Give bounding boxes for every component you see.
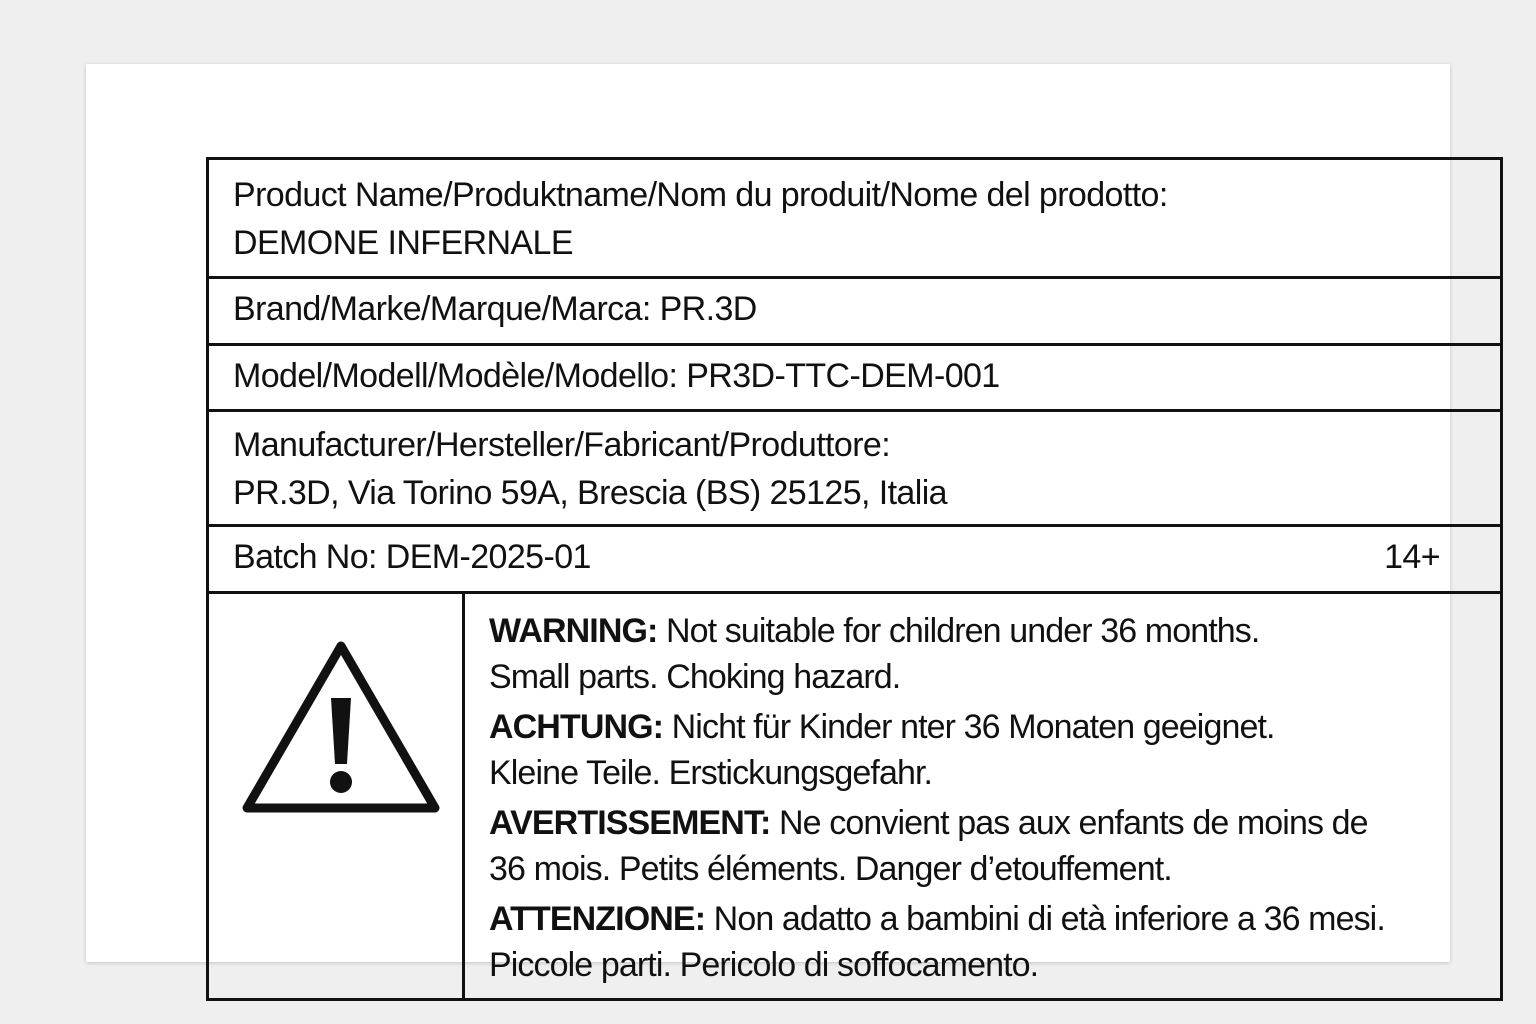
product-label-table: Product Name/Produktname/Nom du produit/… [206, 157, 1503, 1001]
warning-heading: ATTENZIONE: [489, 900, 706, 938]
label-card: Product Name/Produktname/Nom du produit/… [86, 64, 1503, 1001]
warning-triangle-icon [242, 641, 440, 813]
warning-fr: AVERTISSEMENT: Ne convient pas aux enfan… [489, 800, 1490, 892]
warning-line: Piccole parti. Pericolo di soffocamento. [489, 946, 1039, 984]
warning-icon-cell [209, 594, 465, 998]
warning-it: ATTENZIONE: Non adatto a bambini di età … [489, 896, 1490, 988]
brand-row: Brand/Marke/Marque/Marca: PR.3D [209, 279, 1500, 346]
model-row: Model/Modell/Modèle/Modello: PR3D-TTC-DE… [209, 346, 1500, 412]
warning-texts: WARNING: Not suitable for children under… [489, 608, 1490, 992]
warning-heading: WARNING: [489, 612, 658, 650]
product-name-value: DEMONE INFERNALE [233, 224, 574, 262]
product-name-row: Product Name/Produktname/Nom du produit/… [209, 160, 1500, 279]
product-name-label: Product Name/Produktname/Nom du produit/… [233, 176, 1168, 214]
batch-row: Batch No: DEM-2025-01 14+ [209, 527, 1500, 594]
warning-heading: AVERTISSEMENT: [489, 804, 771, 842]
warning-line: Not suitable for children under 36 month… [666, 612, 1260, 650]
warning-line: Small parts. Choking hazard. [489, 658, 901, 696]
manufacturer-value: PR.3D, Via Torino 59A, Brescia (BS) 2512… [233, 474, 948, 512]
manufacturer-label: Manufacturer/Hersteller/Fabricant/Produt… [233, 426, 891, 464]
warning-heading: ACHTUNG: [489, 708, 664, 746]
warning-line: Nicht für Kinder nter 36 Monaten geeigne… [671, 708, 1276, 746]
manufacturer-row: Manufacturer/Hersteller/Fabricant/Produt… [209, 412, 1500, 527]
batch-value: DEM-2025-01 [385, 538, 592, 576]
warning-line: Kleine Teile. Erstickungsgefahr. [489, 754, 933, 792]
warning-en: WARNING: Not suitable for children under… [489, 608, 1490, 700]
brand-value: PR.3D [659, 290, 758, 328]
age-rating: 14+ [1384, 538, 1440, 576]
model-label: Model/Modell/Modèle/Modello: [233, 357, 678, 395]
brand-label: Brand/Marke/Marque/Marca: [233, 290, 651, 328]
model-value: PR3D-TTC-DEM-001 [686, 357, 1000, 395]
batch-label: Batch No: [233, 538, 378, 576]
warning-section: WARNING: Not suitable for children under… [209, 594, 1500, 998]
warning-line: Non adatto a bambini di età inferiore a … [713, 900, 1386, 938]
warning-line: Ne convient pas aux enfants de moins de [779, 804, 1369, 842]
warning-de: ACHTUNG: Nicht für Kinder nter 36 Monate… [489, 704, 1490, 796]
warning-line: 36 mois. Petits éléments. Danger d’etouf… [489, 850, 1173, 888]
